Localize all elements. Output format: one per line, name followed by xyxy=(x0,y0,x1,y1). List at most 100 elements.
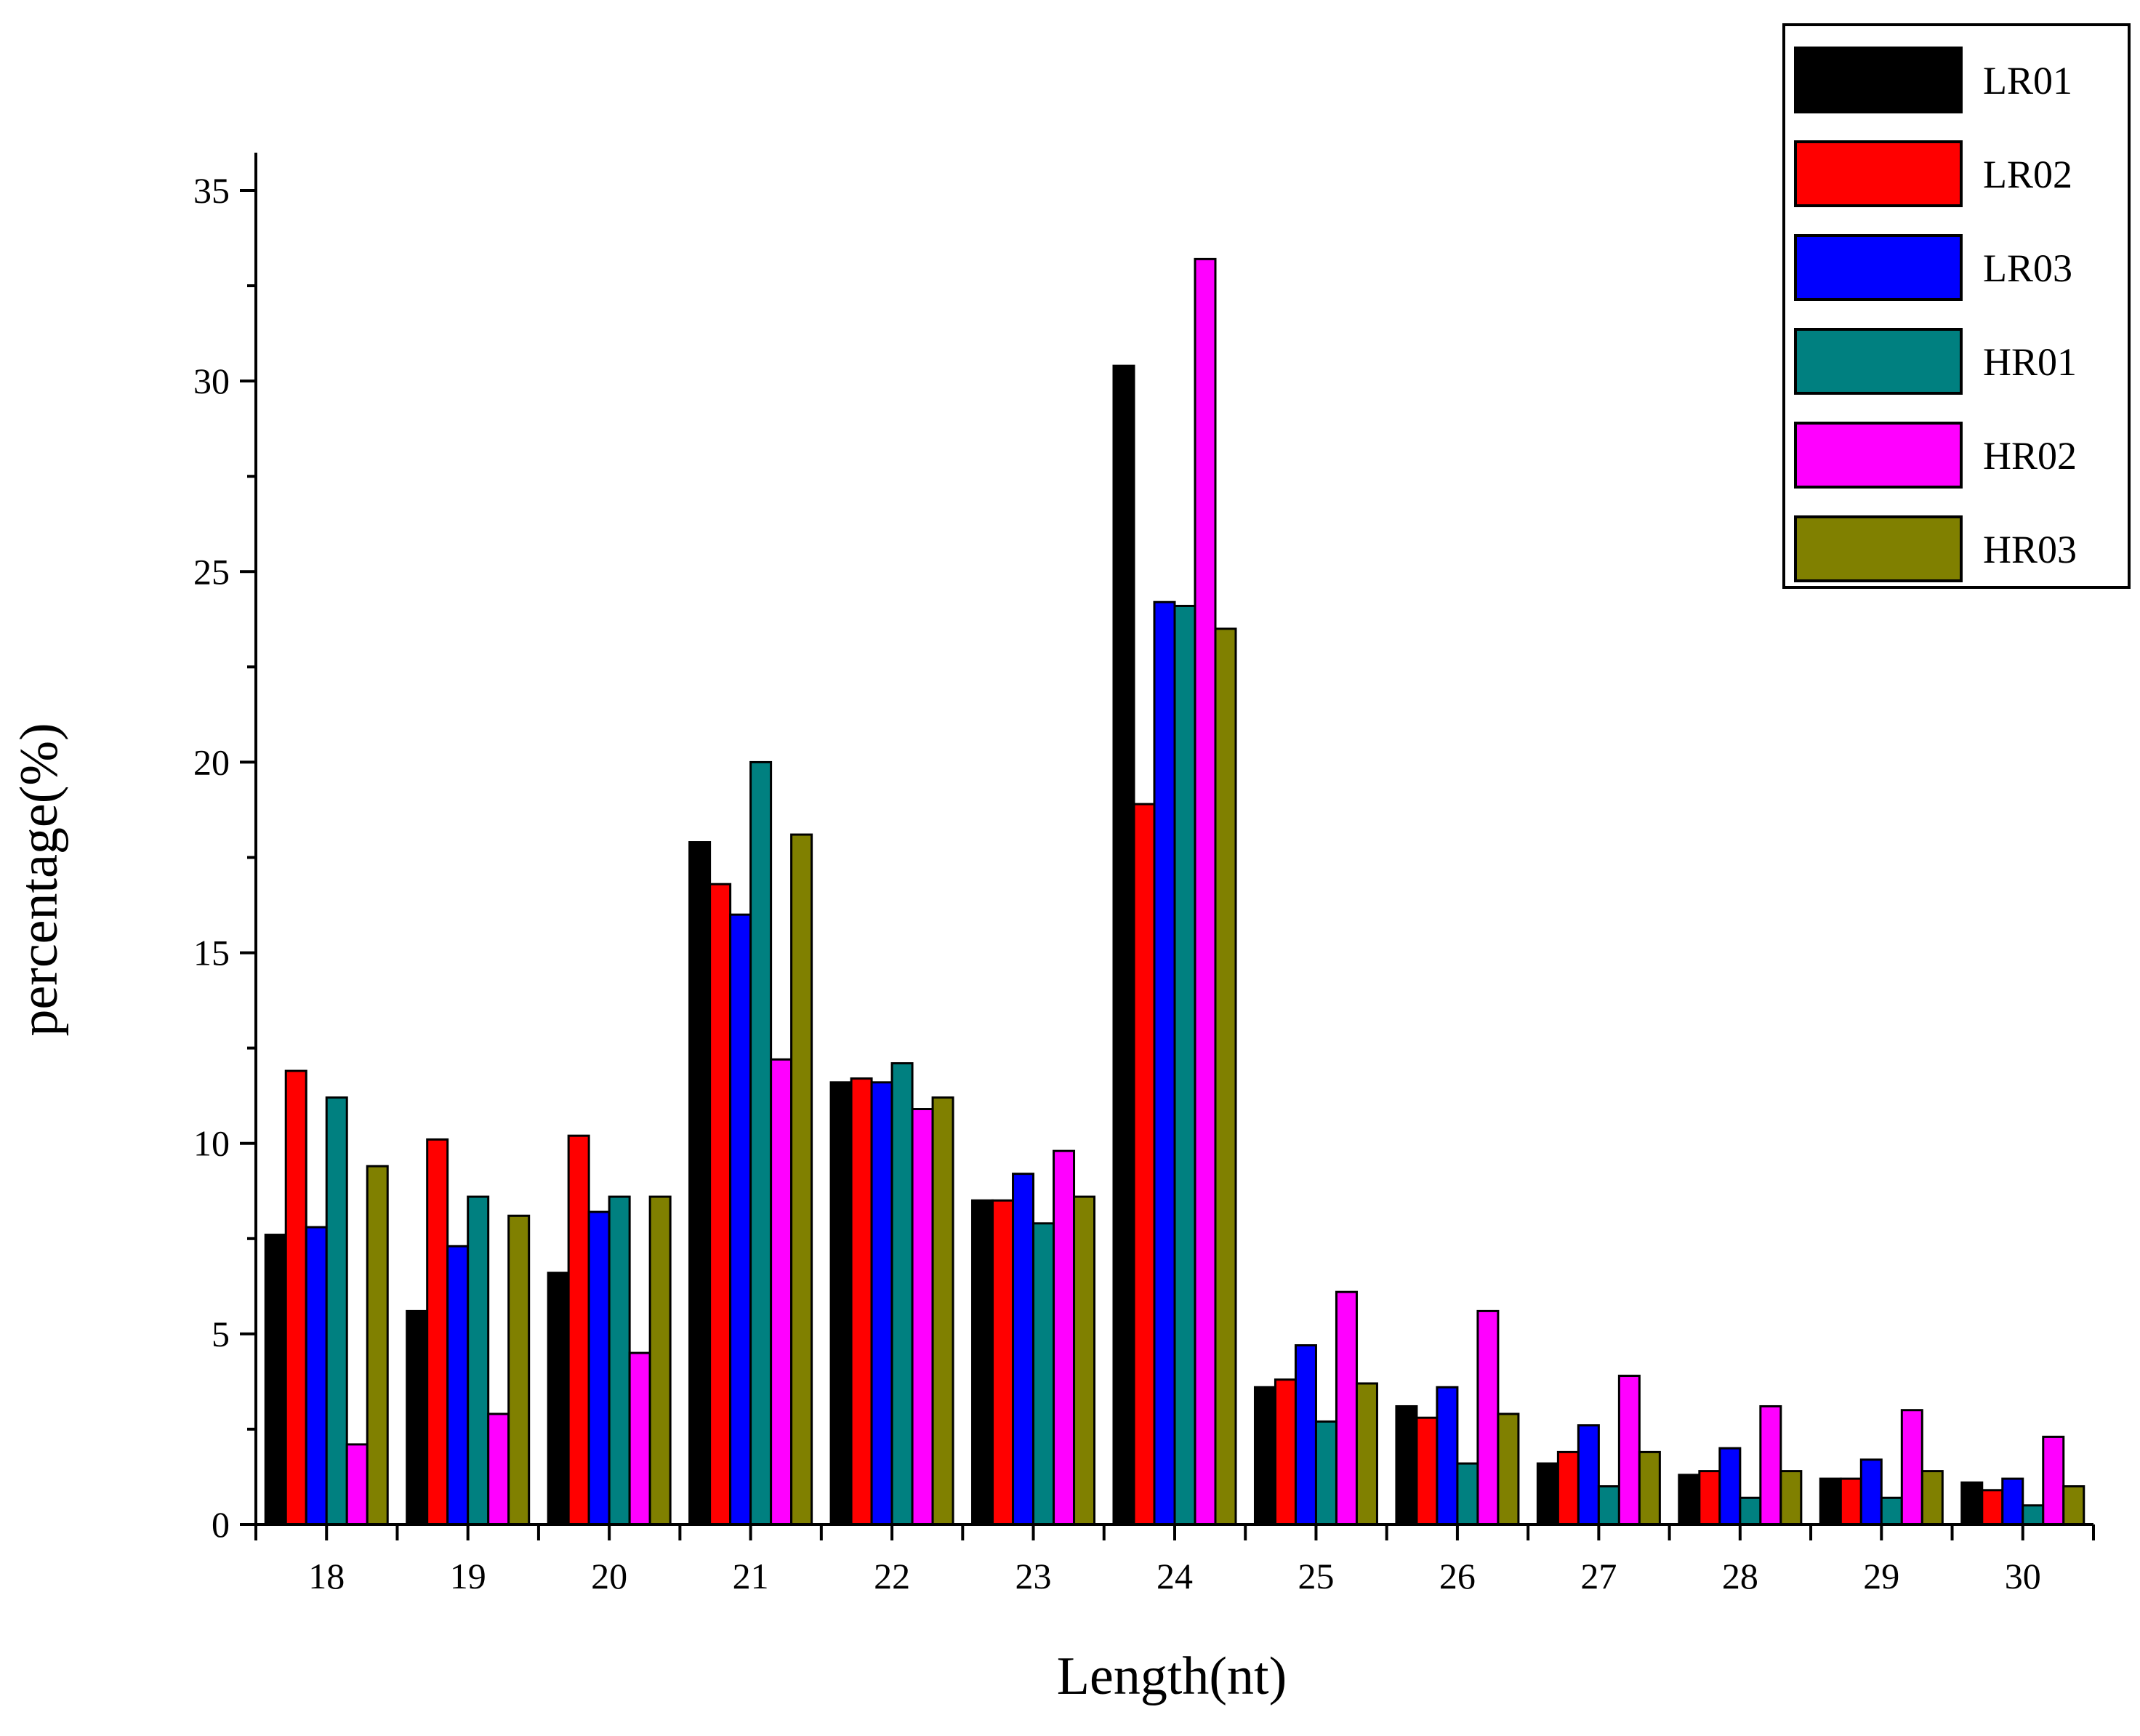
bar-lr01-26 xyxy=(1395,1405,1418,1526)
y-tick-label: 15 xyxy=(193,933,230,973)
bars-layer xyxy=(264,257,2085,1526)
bar-lr02-19 xyxy=(426,1138,449,1526)
x-tick-label: 20 xyxy=(591,1556,627,1596)
bar-lr01-21 xyxy=(688,841,712,1526)
legend-label-lr02: LR02 xyxy=(1983,153,2072,196)
legend-label-lr01: LR01 xyxy=(1983,59,2072,103)
bar-lr02-23 xyxy=(991,1199,1015,1526)
bar-hr03-21 xyxy=(790,833,813,1526)
bar-lr03-23 xyxy=(1012,1173,1035,1526)
bar-hr01-19 xyxy=(467,1195,490,1526)
y-tick-label: 5 xyxy=(212,1314,230,1354)
x-tick-label: 27 xyxy=(1580,1556,1617,1596)
bar-lr03-21 xyxy=(729,913,752,1526)
bar-hr03-26 xyxy=(1497,1412,1520,1526)
legend-swatch-hr01 xyxy=(1794,328,1963,395)
bar-hr01-18 xyxy=(325,1096,348,1526)
legend-swatch-lr03 xyxy=(1794,234,1963,301)
bar-hr02-22 xyxy=(911,1108,934,1526)
legend-swatch-lr02 xyxy=(1794,140,1963,207)
x-tick-label: 19 xyxy=(450,1556,486,1596)
bar-lr02-22 xyxy=(850,1077,873,1526)
bar-lr01-24 xyxy=(1112,364,1135,1526)
bar-hr02-21 xyxy=(770,1058,793,1526)
bar-lr03-26 xyxy=(1436,1386,1459,1526)
bar-lr02-20 xyxy=(567,1134,590,1526)
legend-label-hr01: HR01 xyxy=(1983,340,2077,384)
legend-label-lr03: LR03 xyxy=(1983,246,2072,290)
bar-lr03-24 xyxy=(1153,600,1176,1526)
bar-hr01-30 xyxy=(2022,1504,2045,1526)
bar-lr01-30 xyxy=(1960,1481,1984,1526)
x-ticks: 18 19 20 21 22 23 24 25 26 27 28 29 30 xyxy=(254,1524,2095,1596)
x-tick-label: 29 xyxy=(1863,1556,1899,1596)
bar-hr02-29 xyxy=(1900,1409,1923,1526)
bar-hr03-28 xyxy=(1779,1470,1803,1526)
y-tick-label: 0 xyxy=(212,1504,230,1545)
bar-hr03-22 xyxy=(931,1096,954,1526)
legend-swatch-lr01 xyxy=(1794,47,1963,113)
bar-lr03-20 xyxy=(587,1210,611,1526)
bar-lr03-28 xyxy=(1718,1447,1742,1526)
bar-hr01-20 xyxy=(608,1195,631,1526)
bar-lr01-18 xyxy=(264,1234,287,1526)
bar-lr02-18 xyxy=(284,1069,307,1526)
bar-lr02-30 xyxy=(1981,1489,2004,1526)
bar-hr02-24 xyxy=(1194,257,1217,1526)
bar-hr02-18 xyxy=(345,1443,369,1526)
bar-hr03-23 xyxy=(1073,1195,1096,1526)
bar-lr01-23 xyxy=(971,1199,994,1526)
bar-hr01-23 xyxy=(1032,1222,1055,1526)
bar-hr03-24 xyxy=(1214,627,1237,1526)
bar-hr01-24 xyxy=(1173,604,1196,1526)
bar-lr02-25 xyxy=(1274,1378,1297,1526)
bar-hr02-27 xyxy=(1617,1375,1641,1526)
bar-lr01-22 xyxy=(829,1081,853,1526)
bar-hr01-21 xyxy=(749,760,773,1526)
y-tick-label: 30 xyxy=(193,361,230,401)
bar-lr01-19 xyxy=(406,1309,429,1526)
x-tick-label: 30 xyxy=(2005,1556,2041,1596)
y-axis-title: percentage(%) xyxy=(9,723,69,1036)
y-tick-label: 10 xyxy=(193,1123,230,1164)
x-tick-label: 25 xyxy=(1298,1556,1334,1596)
bar-lr01-25 xyxy=(1253,1386,1276,1526)
bar-hr03-19 xyxy=(507,1214,531,1526)
bar-hr02-25 xyxy=(1335,1290,1358,1526)
bar-lr02-24 xyxy=(1133,803,1156,1526)
x-tick-label: 28 xyxy=(1722,1556,1758,1596)
bar-hr02-28 xyxy=(1759,1405,1782,1526)
bar-hr02-23 xyxy=(1053,1149,1076,1526)
bar-lr03-19 xyxy=(446,1245,470,1526)
x-tick-label: 21 xyxy=(733,1556,769,1596)
bar-lr02-29 xyxy=(1839,1477,1862,1526)
legend: LR01 LR02 LR03 HR01 HR02 HR03 xyxy=(1782,23,2131,589)
legend-swatch-hr02 xyxy=(1794,422,1963,489)
bar-lr01-28 xyxy=(1678,1474,1701,1526)
bar-hr03-20 xyxy=(648,1195,672,1526)
x-axis-title: Length(nt) xyxy=(1057,1647,1287,1706)
bar-lr02-27 xyxy=(1556,1450,1580,1526)
y-tick-label: 20 xyxy=(193,742,230,782)
x-tick-label: 26 xyxy=(1439,1556,1476,1596)
bar-lr03-22 xyxy=(870,1081,893,1526)
bar-lr02-21 xyxy=(709,883,732,1526)
bar-lr03-29 xyxy=(1859,1458,1883,1526)
bar-lr03-18 xyxy=(305,1226,328,1526)
legend-swatch-hr03 xyxy=(1794,515,1963,582)
bar-lr01-29 xyxy=(1819,1477,1842,1526)
x-tick-label: 24 xyxy=(1157,1556,1193,1596)
bar-hr01-26 xyxy=(1456,1462,1479,1526)
bar-hr03-27 xyxy=(1638,1450,1661,1526)
bar-hr01-25 xyxy=(1314,1420,1338,1526)
bar-lr03-30 xyxy=(2001,1477,2024,1526)
y-ticks: 0 5 10 15 20 25 30 35 xyxy=(193,170,256,1545)
x-tick-label: 22 xyxy=(874,1556,910,1596)
bar-hr03-18 xyxy=(366,1165,389,1526)
legend-frame xyxy=(1782,23,2131,589)
y-tick-label: 25 xyxy=(193,551,230,592)
bar-hr01-29 xyxy=(1880,1496,1903,1526)
bar-lr01-27 xyxy=(1536,1462,1559,1526)
